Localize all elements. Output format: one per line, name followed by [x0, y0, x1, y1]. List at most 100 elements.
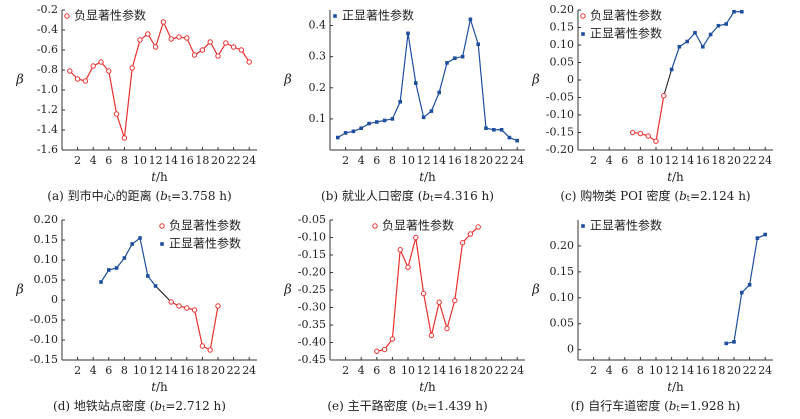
x-tick-label: 10	[401, 154, 415, 167]
x-tick-label: 24	[242, 154, 256, 167]
y-tick-label: -0.2	[37, 3, 58, 16]
point	[146, 274, 150, 278]
point	[122, 256, 127, 260]
x-tick-label: 2	[74, 154, 81, 167]
x-axis-label: t/h	[419, 380, 436, 394]
point	[445, 61, 449, 65]
point	[230, 44, 237, 50]
x-tick-label: 20	[211, 154, 225, 167]
x-tick-label: 8	[637, 154, 644, 167]
x-tick-label: 22	[743, 364, 757, 377]
series-line	[671, 11, 742, 70]
caption-rest: =4.316 h)	[433, 189, 494, 203]
point	[421, 115, 426, 120]
x-tick-label: 4	[606, 154, 613, 167]
y-tick-label: 0.10	[550, 291, 575, 304]
y-axis-label: β	[531, 73, 540, 88]
connector	[155, 285, 172, 303]
point	[359, 126, 363, 131]
x-tick-label: 20	[727, 364, 741, 377]
caption-rest: =1.928 h)	[680, 399, 741, 413]
caption-var: b	[669, 399, 677, 413]
x-tick-label: 16	[180, 154, 194, 167]
point	[374, 348, 380, 354]
x-tick-label: 8	[389, 364, 396, 377]
x-tick-label: 12	[149, 154, 163, 167]
x-tick-label: 24	[758, 364, 772, 377]
caption-sub: t	[687, 194, 691, 203]
x-tick-label: 6	[621, 364, 628, 377]
point	[429, 109, 434, 113]
x-axis-label-var: t	[667, 170, 672, 184]
series-line	[337, 16, 518, 142]
x-axis-label-var: t	[419, 170, 424, 184]
point	[637, 130, 644, 137]
caption-rest: =1.439 h)	[427, 399, 488, 413]
x-tick-label: 12	[417, 364, 431, 377]
point	[453, 56, 457, 61]
point	[444, 325, 450, 332]
point	[467, 231, 474, 237]
point	[436, 299, 442, 305]
caption-rest: =2.712 h)	[165, 399, 226, 413]
y-axis-label: β	[283, 73, 292, 88]
legend-marker	[372, 223, 378, 229]
x-tick-label: 6	[105, 154, 112, 167]
y-tick-label: -1.2	[37, 103, 58, 116]
x-tick-label: 20	[479, 364, 493, 377]
legend-label: 正显著性参数	[169, 236, 241, 251]
point	[677, 44, 682, 49]
point	[414, 81, 418, 85]
y-tick-label: -0.15	[30, 353, 58, 366]
point	[168, 36, 174, 42]
y-tick-label: -0.20	[546, 143, 574, 156]
point	[724, 22, 728, 26]
y-tick-label: 0.20	[550, 3, 575, 16]
y-tick-label: -0.10	[30, 333, 58, 346]
point	[420, 290, 427, 297]
x-axis-label-unit: /h	[156, 170, 168, 184]
y-tick-label: -0.6	[37, 43, 58, 56]
y-tick-label: 0	[567, 73, 574, 86]
point	[375, 120, 379, 124]
x-tick-label: 24	[510, 154, 524, 167]
x-tick-label: 18	[711, 154, 725, 167]
x-tick-label: 22	[495, 364, 509, 377]
point	[716, 23, 721, 28]
point	[397, 247, 403, 253]
x-tick-label: 14	[680, 364, 694, 377]
x-tick-label: 18	[711, 364, 725, 377]
legend-marker	[581, 32, 585, 36]
point	[99, 280, 103, 284]
x-tick-label: 18	[463, 364, 477, 377]
y-tick-label: -0.05	[546, 91, 574, 104]
legend-marker	[64, 13, 70, 19]
point	[732, 9, 736, 14]
x-tick-label: 8	[121, 364, 128, 377]
x-tick-label: 14	[432, 364, 446, 377]
point	[629, 129, 636, 136]
x-tick-label: 12	[417, 154, 431, 167]
x-axis-label: t/h	[151, 170, 168, 184]
y-tick-label: 0.2	[309, 81, 327, 94]
point	[428, 332, 435, 339]
point	[669, 67, 674, 72]
point	[90, 63, 96, 69]
point	[475, 224, 481, 230]
x-axis-label-var: t	[151, 170, 156, 184]
x-tick-label: 22	[227, 364, 241, 377]
caption: (d) 地铁站点密度 (bt=2.712 h)	[53, 398, 226, 414]
x-tick-label: 2	[342, 364, 349, 377]
x-tick-label: 12	[665, 364, 679, 377]
point	[191, 307, 198, 313]
point	[507, 135, 512, 140]
point	[452, 297, 458, 304]
caption: (e) 主干路密度 (bt=1.439 h)	[327, 398, 487, 414]
y-axis-label: β	[283, 283, 292, 298]
point	[484, 126, 488, 131]
caption-text: (b) 就业人口密度 (	[321, 188, 422, 203]
point	[67, 68, 73, 74]
point	[382, 118, 387, 123]
caption-sub: t	[430, 194, 434, 203]
caption-text: (e) 主干路密度 (	[327, 398, 416, 413]
